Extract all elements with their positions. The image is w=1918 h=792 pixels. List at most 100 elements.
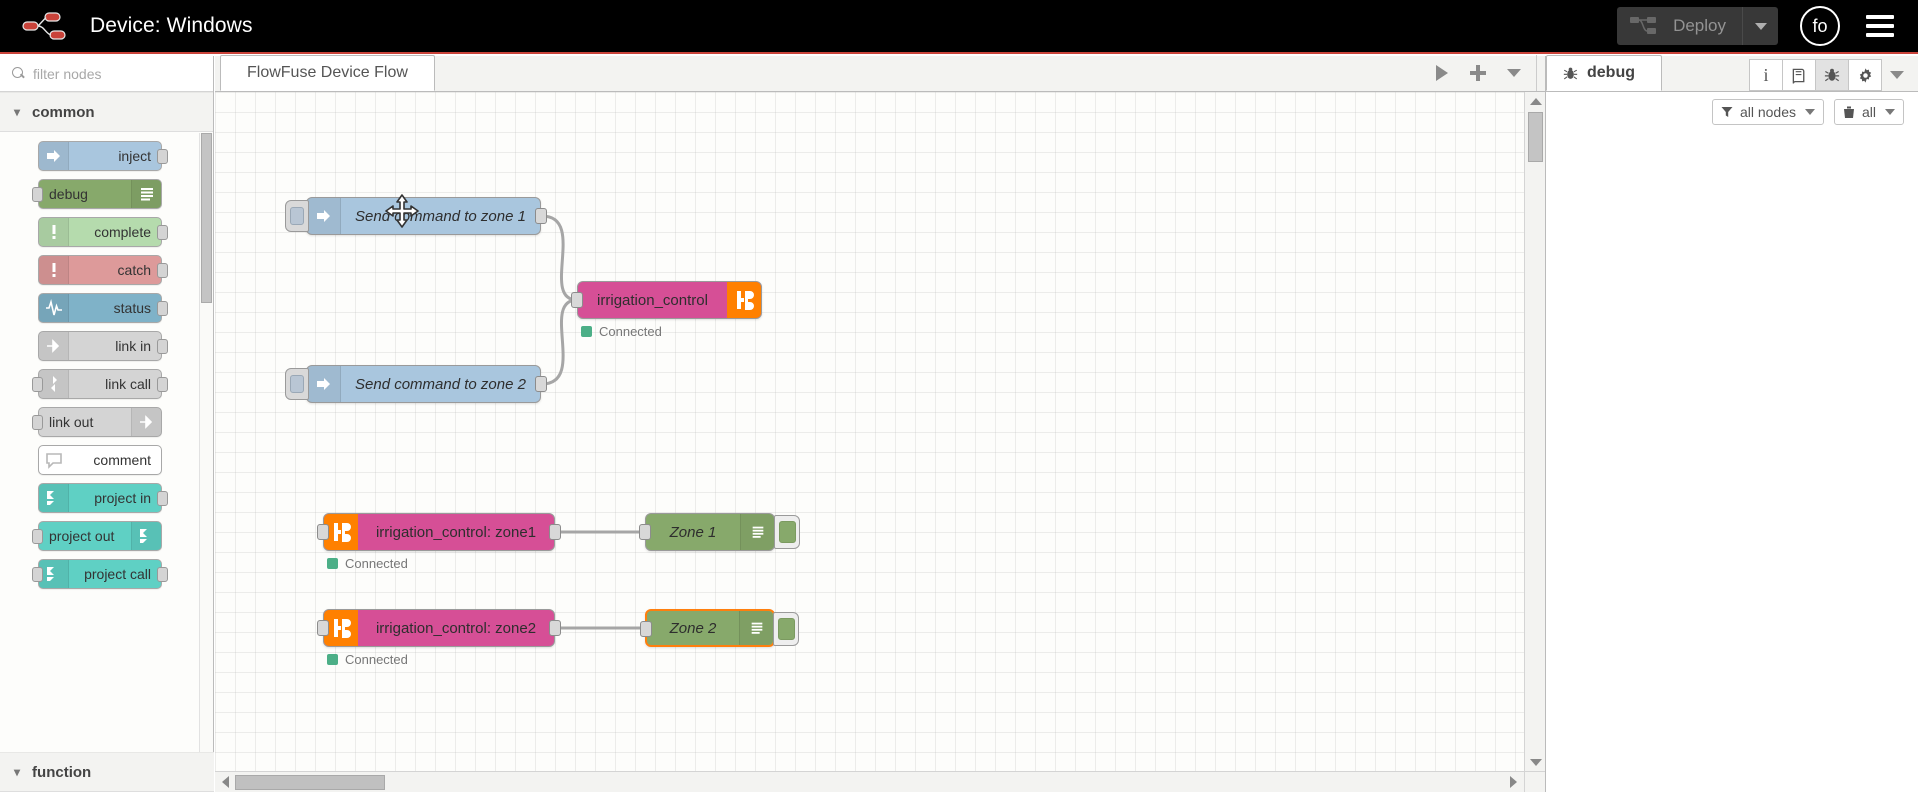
app-header: Device: Windows Deploy fo	[0, 0, 1918, 54]
node-output-port[interactable]	[535, 376, 547, 392]
deploy-button[interactable]: Deploy	[1617, 7, 1778, 45]
wire[interactable]	[541, 298, 578, 386]
information-button[interactable]: i	[1749, 59, 1783, 91]
gear-icon	[1859, 67, 1871, 83]
tab-label: FlowFuse Device Flow	[247, 64, 408, 81]
node-filter[interactable]: all nodes	[1711, 99, 1824, 125]
add-flow-button[interactable]	[1460, 55, 1496, 91]
palette-node-catch[interactable]: catch	[38, 255, 168, 285]
flow-node-mqtt-in-zone2[interactable]: irrigation_control: zone2	[317, 609, 561, 647]
debug-enable-toggle[interactable]	[774, 515, 800, 549]
canvas-vertical-scrollbar[interactable]	[1524, 92, 1545, 771]
tab-flowfuse-device-flow[interactable]: FlowFuse Device Flow	[220, 55, 435, 91]
chevron-down-icon	[1507, 69, 1521, 77]
search-icon	[12, 67, 25, 80]
flow-node-debug-zone1[interactable]: Zone 1	[639, 513, 800, 551]
chevron-down-icon	[1804, 109, 1815, 115]
palette-category-function[interactable]: ▾ function	[0, 752, 214, 792]
avatar[interactable]: fo	[1800, 6, 1840, 46]
node-input-port[interactable]	[32, 529, 43, 544]
palette-node-complete[interactable]: complete	[38, 217, 168, 247]
palette-node-link-out[interactable]: link out	[32, 407, 162, 437]
canvas-wrapper: Send command to zone 1 Send command to z…	[215, 92, 1545, 792]
node-output-port[interactable]	[535, 208, 547, 224]
flow-node-inject-zone2[interactable]: Send command to zone 2	[285, 365, 547, 403]
node-output-port[interactable]	[157, 263, 168, 278]
palette-node-debug[interactable]: debug	[32, 179, 162, 209]
sidebar-menu-button[interactable]	[1882, 59, 1912, 91]
plus-icon	[1470, 65, 1486, 81]
node-output-port[interactable]	[157, 149, 168, 164]
node-input-port[interactable]	[32, 567, 43, 582]
node-input-port[interactable]	[317, 620, 329, 636]
palette-node-status[interactable]: status	[38, 293, 168, 323]
palette-node-link-in[interactable]: link in	[38, 331, 168, 361]
status-indicator	[581, 326, 592, 337]
node-input-port[interactable]	[640, 621, 652, 637]
node-input-port[interactable]	[571, 292, 583, 308]
config-button[interactable]	[1848, 59, 1882, 91]
node-output-port[interactable]	[157, 301, 168, 316]
palette-node-list[interactable]: inject debug complete	[0, 133, 200, 718]
palette-node-comment[interactable]: comment	[38, 445, 162, 475]
node-output-port[interactable]	[157, 491, 168, 506]
palette-node-project-out[interactable]: project out	[32, 521, 162, 551]
canvas-horizontal-scrollbar[interactable]	[215, 771, 1524, 792]
hamburger-menu-icon[interactable]	[1866, 15, 1894, 37]
palette-node-label: project in	[94, 490, 151, 506]
node-label: Zone 2	[669, 619, 717, 637]
pulse-wave-icon	[39, 294, 69, 322]
flow-node-mqtt-in-zone1[interactable]: irrigation_control: zone1	[317, 513, 561, 551]
vertical-scrollbar-thumb[interactable]	[1528, 112, 1543, 162]
scroll-up-button[interactable]	[1525, 92, 1546, 110]
scroll-left-button[interactable]	[215, 773, 236, 791]
palette-search[interactable]	[0, 56, 213, 92]
deploy-button-label: Deploy	[1673, 16, 1726, 35]
flow-canvas[interactable]: Send command to zone 1 Send command to z…	[215, 92, 1524, 771]
node-input-port[interactable]	[32, 377, 43, 392]
palette-scrollbar-thumb[interactable]	[201, 133, 212, 303]
debug-enable-toggle[interactable]	[773, 612, 799, 646]
palette-node-inject[interactable]: inject	[38, 141, 168, 171]
node-status-mqtt-in-zone2: Connected	[327, 652, 408, 667]
scroll-right-button[interactable]	[1503, 773, 1524, 791]
node-input-port[interactable]	[639, 524, 651, 540]
node-output-port[interactable]	[157, 225, 168, 240]
node-input-port[interactable]	[32, 415, 43, 430]
node-output-port[interactable]	[549, 620, 561, 636]
inject-trigger-button[interactable]	[285, 368, 309, 400]
wire[interactable]	[541, 214, 578, 302]
flow-node-inject-zone1[interactable]: Send command to zone 1	[285, 197, 547, 235]
palette-node-link-call[interactable]: link call	[32, 369, 168, 399]
debug-button[interactable]	[1815, 59, 1849, 91]
node-output-port[interactable]	[549, 524, 561, 540]
palette-category-common[interactable]: ▾ common	[0, 92, 213, 132]
palette-category-label: function	[32, 763, 92, 781]
scroll-down-button[interactable]	[1525, 753, 1546, 771]
search-input[interactable]	[33, 65, 193, 82]
flow-menu-button[interactable]	[1496, 55, 1532, 91]
flow-node-debug-zone2[interactable]: Zone 2	[640, 609, 799, 647]
flow-editor: FlowFuse Device Flow	[215, 55, 1545, 792]
node-input-port[interactable]	[317, 524, 329, 540]
deploy-options-button[interactable]	[1742, 7, 1778, 45]
clear-filter[interactable]: all	[1833, 99, 1904, 125]
help-button[interactable]	[1782, 59, 1816, 91]
palette-scrollbar[interactable]	[199, 133, 213, 792]
node-input-port[interactable]	[32, 187, 43, 202]
flow-node-mqtt-out-irrigation[interactable]: irrigation_control	[571, 281, 762, 319]
palette-node-project-call[interactable]: project call	[32, 559, 168, 589]
run-flow-button[interactable]	[1424, 55, 1460, 91]
horizontal-scrollbar-thumb[interactable]	[235, 775, 385, 790]
deploy-icon	[1630, 17, 1657, 34]
node-output-port[interactable]	[157, 339, 168, 354]
palette-node-project-in[interactable]: project in	[38, 483, 168, 513]
node-output-port[interactable]	[157, 567, 168, 582]
inject-trigger-button[interactable]	[285, 200, 309, 232]
tab-debug[interactable]: debug	[1546, 55, 1662, 91]
debug-message-list[interactable]	[1546, 134, 1918, 792]
chevron-down-icon: ▾	[14, 765, 21, 779]
node-output-port[interactable]	[157, 377, 168, 392]
chevron-down-icon	[1529, 758, 1542, 766]
status-label: Connected	[345, 556, 408, 571]
